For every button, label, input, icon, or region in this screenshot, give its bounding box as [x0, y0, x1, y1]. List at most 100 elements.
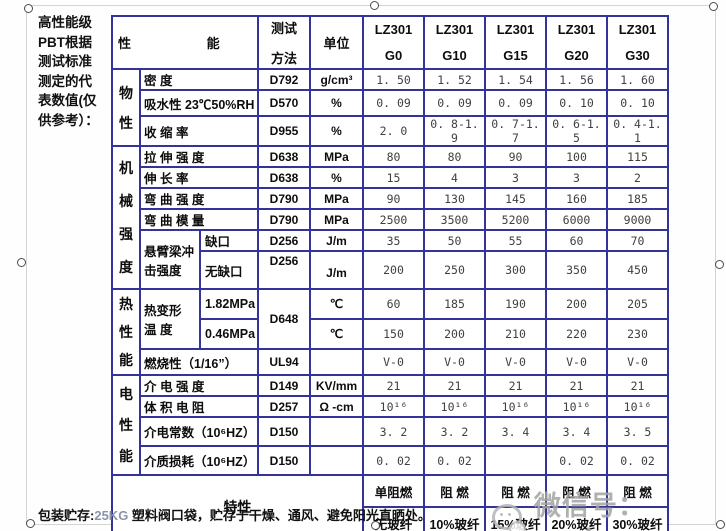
property-name: 体 积 电 阻	[139, 395, 259, 418]
value-cell: 1. 60	[606, 68, 669, 91]
value-cell: 9000	[606, 208, 669, 231]
value-cell: 10¹⁶	[423, 395, 486, 418]
selection-handle-top-right[interactable]	[709, 2, 718, 11]
table-row: 介质损耗（10⁶HZ） D150 0. 02 0. 02 0. 02 0. 02	[112, 445, 669, 476]
table-row: 特性 单阻燃 阻 燃 阻 燃 阻 燃 阻 燃	[111, 474, 669, 531]
value-cell: 21	[545, 374, 608, 397]
side-note-line: PBT根据	[38, 34, 92, 50]
header-property-char: 性	[118, 36, 132, 51]
table-row: 机械强度 拉 伸 强 度 D638 MPa 80 80 90 100 115	[111, 145, 669, 290]
table-row: 燃烧性（1/16”） UL94 V-0 V-0 V-0 V-0 V-0	[112, 348, 669, 376]
value-cell: 2	[606, 166, 669, 189]
method-cell: D638	[257, 145, 311, 168]
unit-cell: ℃	[309, 318, 364, 350]
table-row: 0.46MPa ℃ 150 200 210 220 230	[112, 318, 669, 350]
value-cell: 0. 7-1. 7	[484, 115, 547, 147]
property-name: 吸水性 23℃50%RH	[139, 89, 259, 117]
value-cell: 200	[362, 250, 425, 290]
value-cell: 10¹⁶	[362, 395, 425, 418]
category-physical: 物性	[111, 68, 141, 147]
value-cell: V-0	[362, 348, 425, 376]
table-row: 无缺口 D256 J/m 200 250 300 350 450	[112, 250, 669, 290]
selection-handle-bottom-right[interactable]	[716, 520, 725, 529]
table-row: 弯 曲 强 度 D790 MPa 90 130 145 160 185	[112, 187, 669, 210]
value-cell: 21	[423, 374, 486, 397]
packaging-note: 包装贮存:25KG 塑料阀口袋，贮存于干燥、通风、避免阳光直晒处。	[38, 505, 431, 524]
unit-cell: Ω -cm	[309, 395, 364, 418]
value-cell: 10¹⁶	[606, 395, 669, 418]
header-test-method-line: 方法	[270, 51, 297, 66]
property-name: 弯 曲 模 量	[139, 208, 259, 231]
table-row: 伸 长 率 D638 % 15 4 3 3 2	[112, 166, 669, 189]
value-cell: 145	[484, 187, 547, 210]
property-name-hdt: 热变形 温 度	[139, 288, 201, 350]
table-row: 悬臂梁冲 击强度 缺口 D256 J/m 35 50 55 60 70	[112, 229, 669, 290]
value-cell: 190	[484, 288, 547, 320]
value-cell: 205	[606, 288, 669, 320]
value-cell: 3. 5	[606, 416, 669, 447]
product-series: LZ301	[496, 22, 535, 37]
method-cell: D638	[257, 166, 311, 189]
property-name-line: 击强度	[144, 263, 182, 278]
table-row: 电性能 介 电 强 度 D149 KV/mm 21 21 21 21 21	[111, 374, 669, 476]
trait-cell: 10%玻纤	[423, 506, 486, 531]
value-cell: 6000	[545, 208, 608, 231]
property-subname: 1.82MPa	[199, 288, 259, 320]
trait-cell: 阻 燃	[484, 474, 547, 508]
value-cell: 0. 09	[362, 89, 425, 117]
table-row: 收 缩 率 D955 % 2. 0 0. 8-1. 9 0. 7-1. 7 0.…	[112, 115, 669, 147]
product-grade: G15	[503, 48, 528, 63]
selection-handle-mid-left[interactable]	[17, 258, 26, 267]
selection-handle-mid-right[interactable]	[715, 260, 724, 269]
value-cell: 0. 02	[423, 445, 486, 476]
product-series: LZ301	[374, 22, 413, 37]
selection-handle-bottom-center[interactable]	[371, 521, 380, 530]
value-cell: 0. 09	[423, 89, 486, 117]
property-name: 伸 长 率	[139, 166, 259, 189]
header-product-g15: LZ301 G15	[484, 15, 547, 70]
selection-handle-top-center[interactable]	[370, 1, 379, 10]
product-series: LZ301	[435, 22, 474, 37]
value-cell: 5200	[484, 208, 547, 231]
side-note-line: 表数值(仅	[38, 93, 97, 108]
product-grade: G0	[384, 48, 403, 63]
method-cell: D955	[257, 115, 311, 147]
method-cell: D150	[257, 445, 311, 476]
value-cell: 3	[484, 166, 547, 189]
selection-handle-top-left[interactable]	[24, 4, 33, 13]
side-note: 高性能级 PBT根据 测试标准 测定的代 表数值(仅 供参考）：	[38, 13, 118, 130]
table-row: 弯 曲 模 量 D790 MPa 2500 3500 5200 6000 900…	[112, 208, 669, 231]
side-note-line: 测定的代	[38, 73, 92, 89]
unit-cell: MPa	[309, 208, 364, 231]
selection-handle-bottom-left[interactable]	[26, 519, 35, 528]
property-subname: 无缺口	[199, 250, 259, 290]
value-cell: 70	[606, 229, 669, 252]
method-cell: D256	[257, 229, 311, 252]
value-cell: 2. 0	[362, 115, 425, 147]
property-name: 介质损耗（10⁶HZ）	[139, 445, 259, 476]
value-cell: 250	[423, 250, 486, 290]
unit-cell: KV/mm	[309, 374, 364, 397]
value-cell: 21	[606, 374, 669, 397]
value-cell: V-0	[484, 348, 547, 376]
value-cell: 0. 02	[362, 445, 425, 476]
value-cell: 200	[545, 288, 608, 320]
method-cell: D256	[257, 250, 311, 290]
watermark: 微信号：cnplas	[492, 484, 726, 531]
value-cell: 4	[423, 166, 486, 189]
property-name: 弯 曲 强 度	[139, 187, 259, 210]
unit-cell: %	[309, 89, 364, 117]
property-name-line: 温 度	[144, 323, 173, 337]
trait-cell: 单阻燃	[362, 474, 425, 508]
header-property-char: 能	[206, 36, 220, 51]
value-cell: 220	[545, 318, 608, 350]
value-cell: 3	[545, 166, 608, 189]
value-cell: 150	[362, 318, 425, 350]
value-cell: 80	[362, 145, 425, 168]
unit-cell	[309, 348, 364, 376]
value-cell: 80	[423, 145, 486, 168]
unit-cell	[309, 445, 364, 476]
side-note-line: 供参考）：	[38, 112, 99, 128]
property-subname: 0.46MPa	[199, 318, 259, 350]
packaging-note-text: 塑料阀口袋，贮存于干燥、通风、避免阳光直晒处。	[128, 508, 431, 523]
